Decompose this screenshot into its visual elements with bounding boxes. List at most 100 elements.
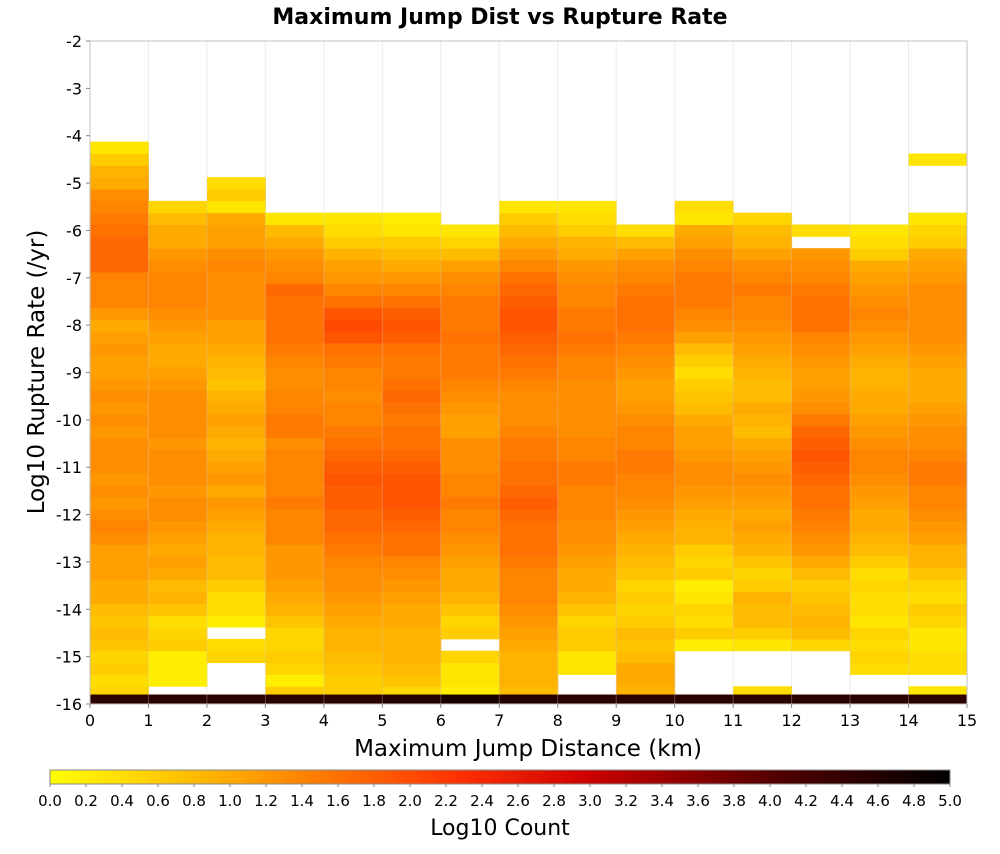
- heatmap-cell: [499, 271, 559, 285]
- heatmap-cell: [733, 520, 793, 533]
- heatmap-cell: [323, 354, 383, 368]
- heatmap-cell: [499, 473, 559, 486]
- heatmap-cell: [265, 390, 325, 403]
- heatmap-cell: [616, 378, 676, 391]
- y-tick-label: -7: [66, 269, 82, 288]
- heatmap-cell: [850, 591, 910, 604]
- heatmap-cell: [265, 544, 325, 557]
- heatmap-cell: [733, 579, 793, 593]
- heatmap-cell: [148, 579, 208, 593]
- heatmap-cell: [733, 567, 793, 581]
- heatmap-cell: [791, 556, 851, 569]
- heatmap-cell: [557, 473, 617, 486]
- heatmap-cell: [499, 366, 559, 379]
- heatmap-cell: [616, 236, 676, 249]
- colorbar-tick-label: 2.6: [506, 792, 530, 810]
- heatmap-floor-cell: [440, 694, 500, 704]
- heatmap-cell: [850, 342, 910, 356]
- heatmap-cell: [850, 615, 910, 628]
- heatmap-cell: [499, 295, 559, 308]
- y-tick-label: -2: [66, 32, 82, 51]
- heatmap-cell: [674, 484, 734, 498]
- heatmap-cell: [323, 307, 383, 320]
- heatmap-cell: [908, 271, 968, 285]
- heatmap-cell: [148, 224, 208, 237]
- heatmap-cell: [908, 342, 968, 356]
- heatmap-cell: [850, 366, 910, 379]
- heatmap-cell: [908, 484, 968, 498]
- x-tick-label: 15: [957, 711, 977, 730]
- colorbar-tick-label: 4.6: [866, 792, 890, 810]
- heatmap-cell: [265, 473, 325, 486]
- heatmap-cell: [148, 473, 208, 486]
- heatmap-cell: [265, 627, 325, 640]
- heatmap-cell: [206, 177, 266, 190]
- heatmap-cell: [850, 532, 910, 545]
- heatmap-cell: [265, 674, 325, 687]
- heatmap-cell: [733, 342, 793, 356]
- heatmap-cell: [791, 615, 851, 628]
- heatmap-cell: [148, 615, 208, 628]
- heatmap-cell: [323, 366, 383, 379]
- heatmap-floor-cell: [148, 694, 208, 704]
- heatmap-cell: [791, 627, 851, 640]
- heatmap-cell: [323, 425, 383, 439]
- heatmap-floor-cell: [265, 694, 325, 704]
- heatmap-cell: [616, 437, 676, 450]
- heatmap-cell: [323, 449, 383, 462]
- heatmap-cell: [440, 556, 500, 569]
- x-tick-label: 11: [723, 711, 743, 730]
- heatmap-cell: [557, 615, 617, 628]
- x-tick-label: 13: [840, 711, 860, 730]
- y-tick-label: -8: [66, 316, 82, 335]
- heatmap-cell: [148, 212, 208, 226]
- heatmap-cell: [791, 567, 851, 581]
- heatmap-cell: [90, 200, 149, 214]
- heatmap-cell: [148, 271, 208, 285]
- heatmap-cell: [148, 378, 208, 391]
- heatmap-cell: [90, 378, 149, 391]
- heatmap-floor-cell: [206, 694, 266, 704]
- heatmap-cell: [499, 674, 559, 687]
- colorbar-tick-label: 3.6: [686, 792, 710, 810]
- heatmap-cell: [206, 615, 266, 628]
- heatmap-cell: [148, 354, 208, 368]
- heatmap-cell: [733, 283, 793, 297]
- heatmap-cell: [90, 650, 149, 664]
- heatmap-cell: [90, 260, 149, 273]
- heatmap-cell: [265, 307, 325, 320]
- heatmap-cell: [206, 342, 266, 356]
- heatmap-cell: [148, 437, 208, 450]
- heatmap-cell: [674, 331, 734, 344]
- heatmap-cell: [440, 484, 500, 498]
- heatmap-cell: [791, 638, 851, 652]
- heatmap-cell: [90, 402, 149, 415]
- heatmap-cell: [908, 366, 968, 379]
- heatmap-cell: [616, 650, 676, 664]
- heatmap-cell: [791, 295, 851, 308]
- heatmap-cell: [148, 200, 208, 214]
- heatmap-cell: [616, 354, 676, 368]
- heatmap-cell: [557, 354, 617, 368]
- heatmap-cell: [148, 484, 208, 498]
- heatmap-cell: [382, 638, 442, 652]
- heatmap-cell: [850, 508, 910, 521]
- heatmap-cell: [674, 342, 734, 356]
- heatmap-cell: [908, 212, 968, 226]
- heatmap-cell: [674, 449, 734, 462]
- heatmap-cell: [557, 295, 617, 308]
- heatmap-cell: [440, 627, 500, 640]
- heatmap-cell: [616, 662, 676, 675]
- heatmap-cell: [499, 520, 559, 533]
- heatmap-cell: [733, 449, 793, 462]
- heatmap-cell: [206, 413, 266, 427]
- heatmap-cell: [557, 271, 617, 285]
- heatmap-cell: [265, 449, 325, 462]
- heatmap-cell: [206, 520, 266, 533]
- heatmap-cell: [557, 425, 617, 439]
- heatmap-cell: [90, 165, 149, 178]
- heatmap-cell: [616, 248, 676, 261]
- heatmap-cell: [791, 342, 851, 356]
- heatmap-cell: [440, 579, 500, 593]
- heatmap-cell: [265, 484, 325, 498]
